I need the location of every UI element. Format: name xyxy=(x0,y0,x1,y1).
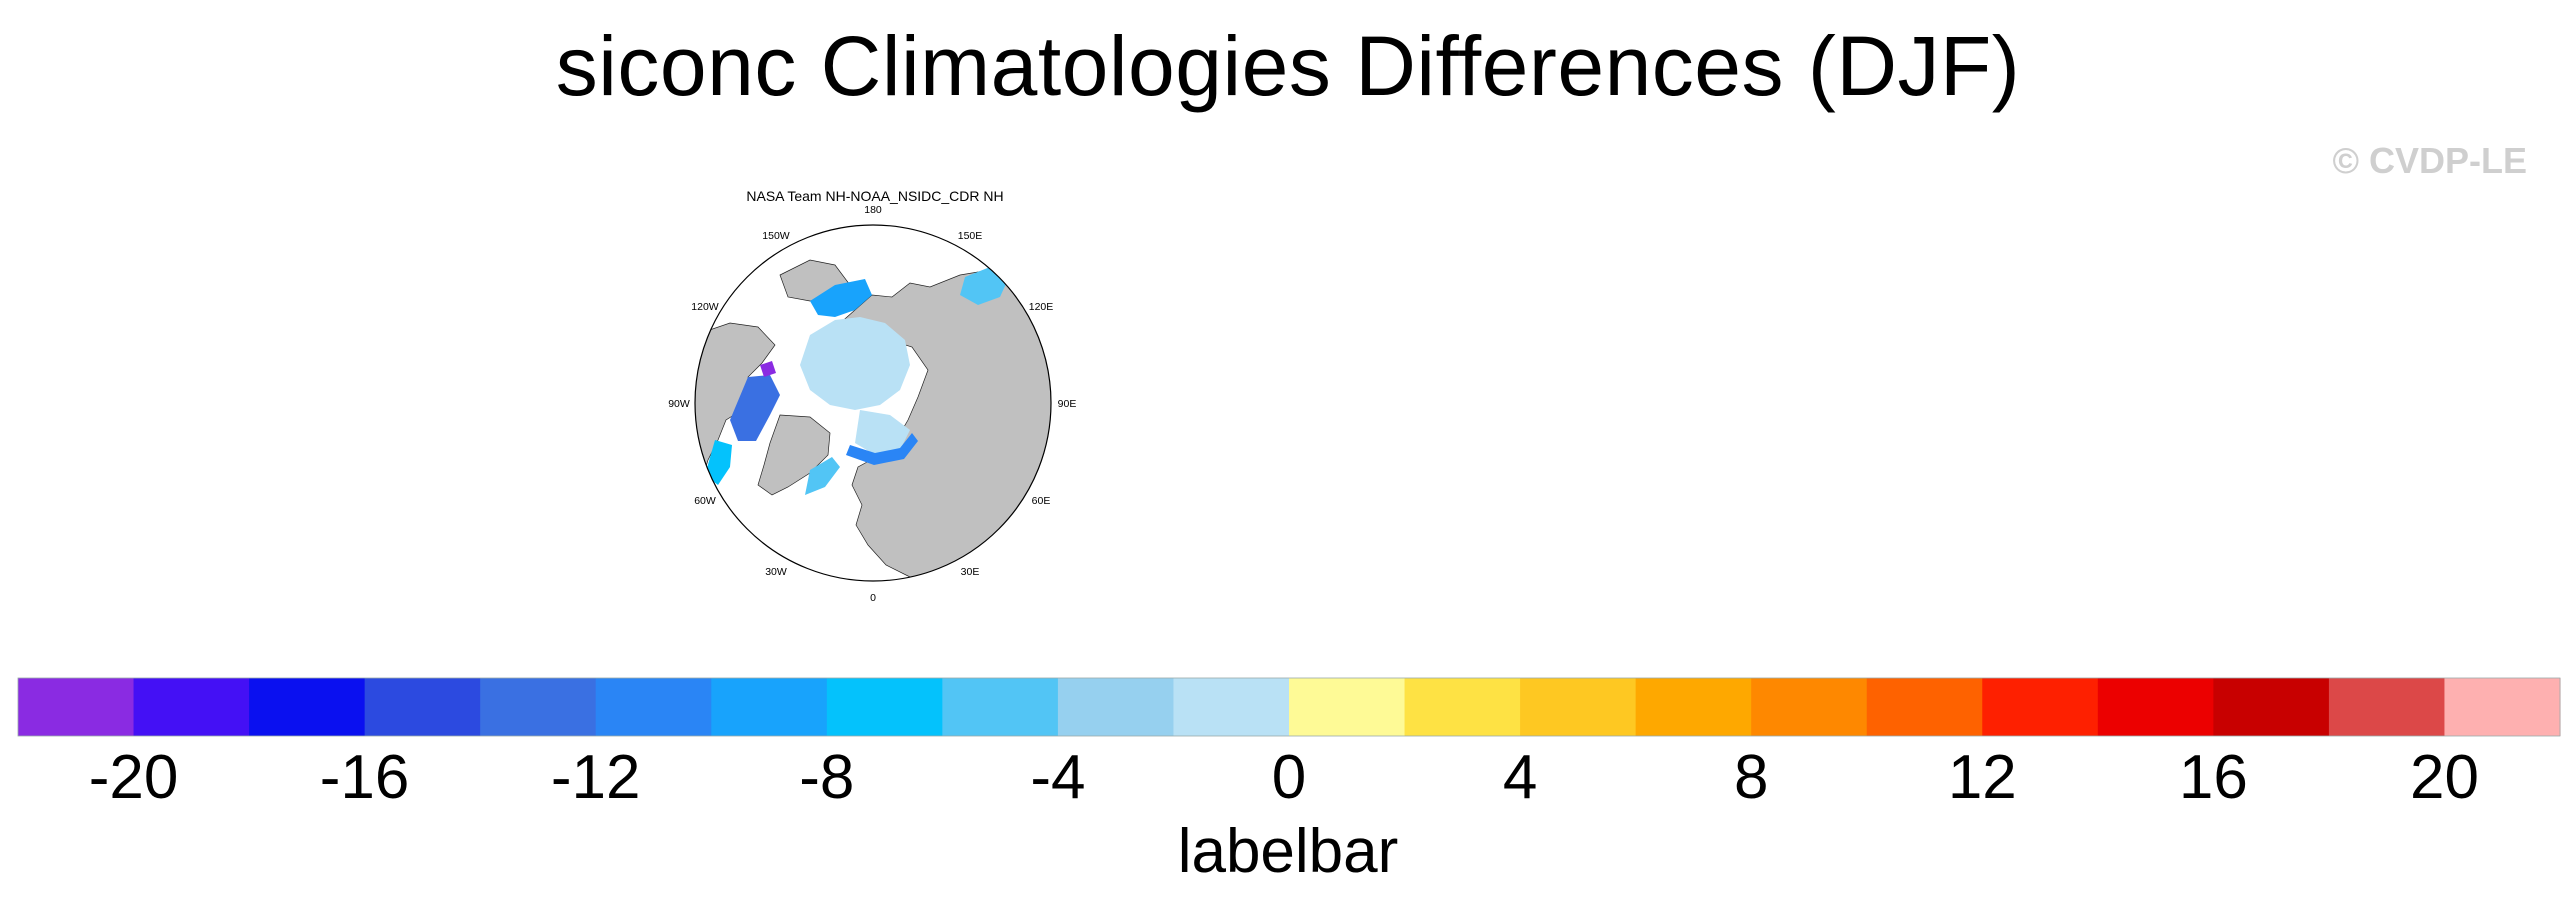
labelbar-box xyxy=(1635,678,1752,736)
labelbar-tick-label: 8 xyxy=(1734,743,1768,812)
watermark: © CVDP-LE xyxy=(2332,140,2527,181)
labelbar-box xyxy=(826,678,943,736)
labelbar-box xyxy=(2444,678,2561,736)
longitude-label: 60W xyxy=(694,495,716,507)
ice-edge-bering xyxy=(810,279,872,317)
labelbar-title: labelbar xyxy=(1178,817,1399,886)
labelbar-box xyxy=(1751,678,1868,736)
longitude-label: 90E xyxy=(1058,398,1077,410)
labelbar-box xyxy=(2213,678,2330,736)
longitude-label: 90W xyxy=(668,398,690,410)
longitude-label: 150E xyxy=(958,230,983,242)
land-north-america xyxy=(695,322,776,506)
labelbar-tick-label: -12 xyxy=(551,743,641,812)
labelbar-tick-label: -8 xyxy=(799,743,854,812)
longitude-label: 30E xyxy=(961,566,980,578)
longitude-labels: 180 150E 120E 90E 60E 30E 0 30W 60W 90W 120W 150W xyxy=(668,205,1076,604)
labelbar-box xyxy=(364,678,481,736)
labelbar-ticks: -20 -16 -12 -8 -4 0 4 8 12 16 20 xyxy=(89,743,2479,812)
labelbar-box xyxy=(480,678,597,736)
longitude-label: 180 xyxy=(864,205,882,216)
labelbar-box xyxy=(942,678,1059,736)
panel-title: NASA Team NH-NOAA_NSIDC_CDR NH xyxy=(746,188,1004,204)
labelbar-tick-label: -4 xyxy=(1030,743,1085,812)
ice-edge-greenland-east xyxy=(805,457,840,495)
labelbar-box xyxy=(1173,678,1290,736)
ice-edge-baffin xyxy=(730,375,780,441)
labelbar-box xyxy=(1057,678,1175,736)
labelbar-tick-label: -20 xyxy=(89,743,179,812)
labelbar-tick-label: -16 xyxy=(320,743,410,812)
labelbar-box xyxy=(249,678,366,736)
map-field xyxy=(695,225,1051,581)
labelbar-tick-label: 12 xyxy=(1948,743,2017,812)
longitude-label: 0 xyxy=(870,592,876,604)
polar-map: 180 150E 120E 90E 60E 30E 0 30W 60W 90W 120W 150W xyxy=(668,205,1076,604)
labelbar-tick-label: 4 xyxy=(1503,743,1537,812)
ice-barents xyxy=(855,410,910,455)
labelbar-box xyxy=(1866,678,1983,736)
longitude-label: 150W xyxy=(762,230,790,242)
ice-central xyxy=(800,317,910,410)
longitude-label: 120E xyxy=(1029,301,1054,313)
labelbar-boxes xyxy=(17,677,2561,737)
land-greenland xyxy=(757,414,831,496)
labelbar-box xyxy=(18,678,135,736)
map-boundary xyxy=(694,224,1052,582)
ice-edge-barents xyxy=(846,433,918,465)
ice-edge-labrador xyxy=(705,440,732,485)
longitude-label: 30W xyxy=(765,566,787,578)
page-title: siconc Climatologies Differences (DJF) xyxy=(555,19,2021,113)
labelbar-box xyxy=(2328,678,2446,736)
labelbar-box xyxy=(595,678,712,736)
labelbar: -20 -16 -12 -8 -4 0 4 8 12 16 20 labelbar xyxy=(17,677,2561,886)
longitude-label: 120W xyxy=(691,301,719,313)
labelbar-tick-label: 16 xyxy=(2179,743,2248,812)
labelbar-box xyxy=(1520,678,1637,736)
labelbar-frame xyxy=(17,677,2561,737)
labelbar-box xyxy=(711,678,828,736)
longitude-label: 60E xyxy=(1032,495,1051,507)
ice-edge-hudson xyxy=(760,361,776,377)
labelbar-box xyxy=(2097,678,2214,736)
labelbar-tick-label: 20 xyxy=(2410,743,2479,812)
labelbar-box xyxy=(1404,678,1521,736)
labelbar-box xyxy=(133,678,250,736)
labelbar-box xyxy=(1982,678,2099,736)
labelbar-box xyxy=(1289,678,1406,736)
labelbar-tick-label: 0 xyxy=(1272,743,1306,812)
